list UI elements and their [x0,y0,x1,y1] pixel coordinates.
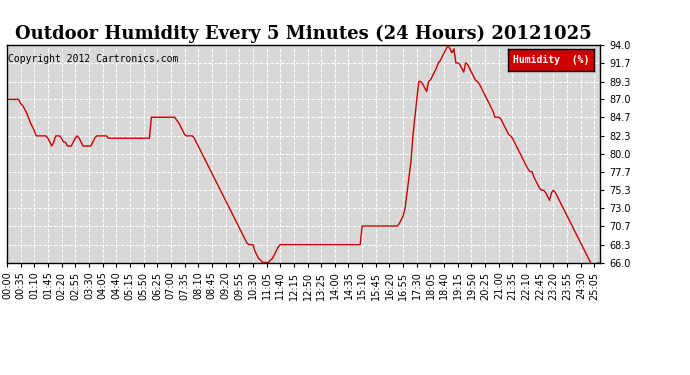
Text: Copyright 2012 Cartronics.com: Copyright 2012 Cartronics.com [8,54,179,64]
Title: Outdoor Humidity Every 5 Minutes (24 Hours) 20121025: Outdoor Humidity Every 5 Minutes (24 Hou… [15,25,592,44]
